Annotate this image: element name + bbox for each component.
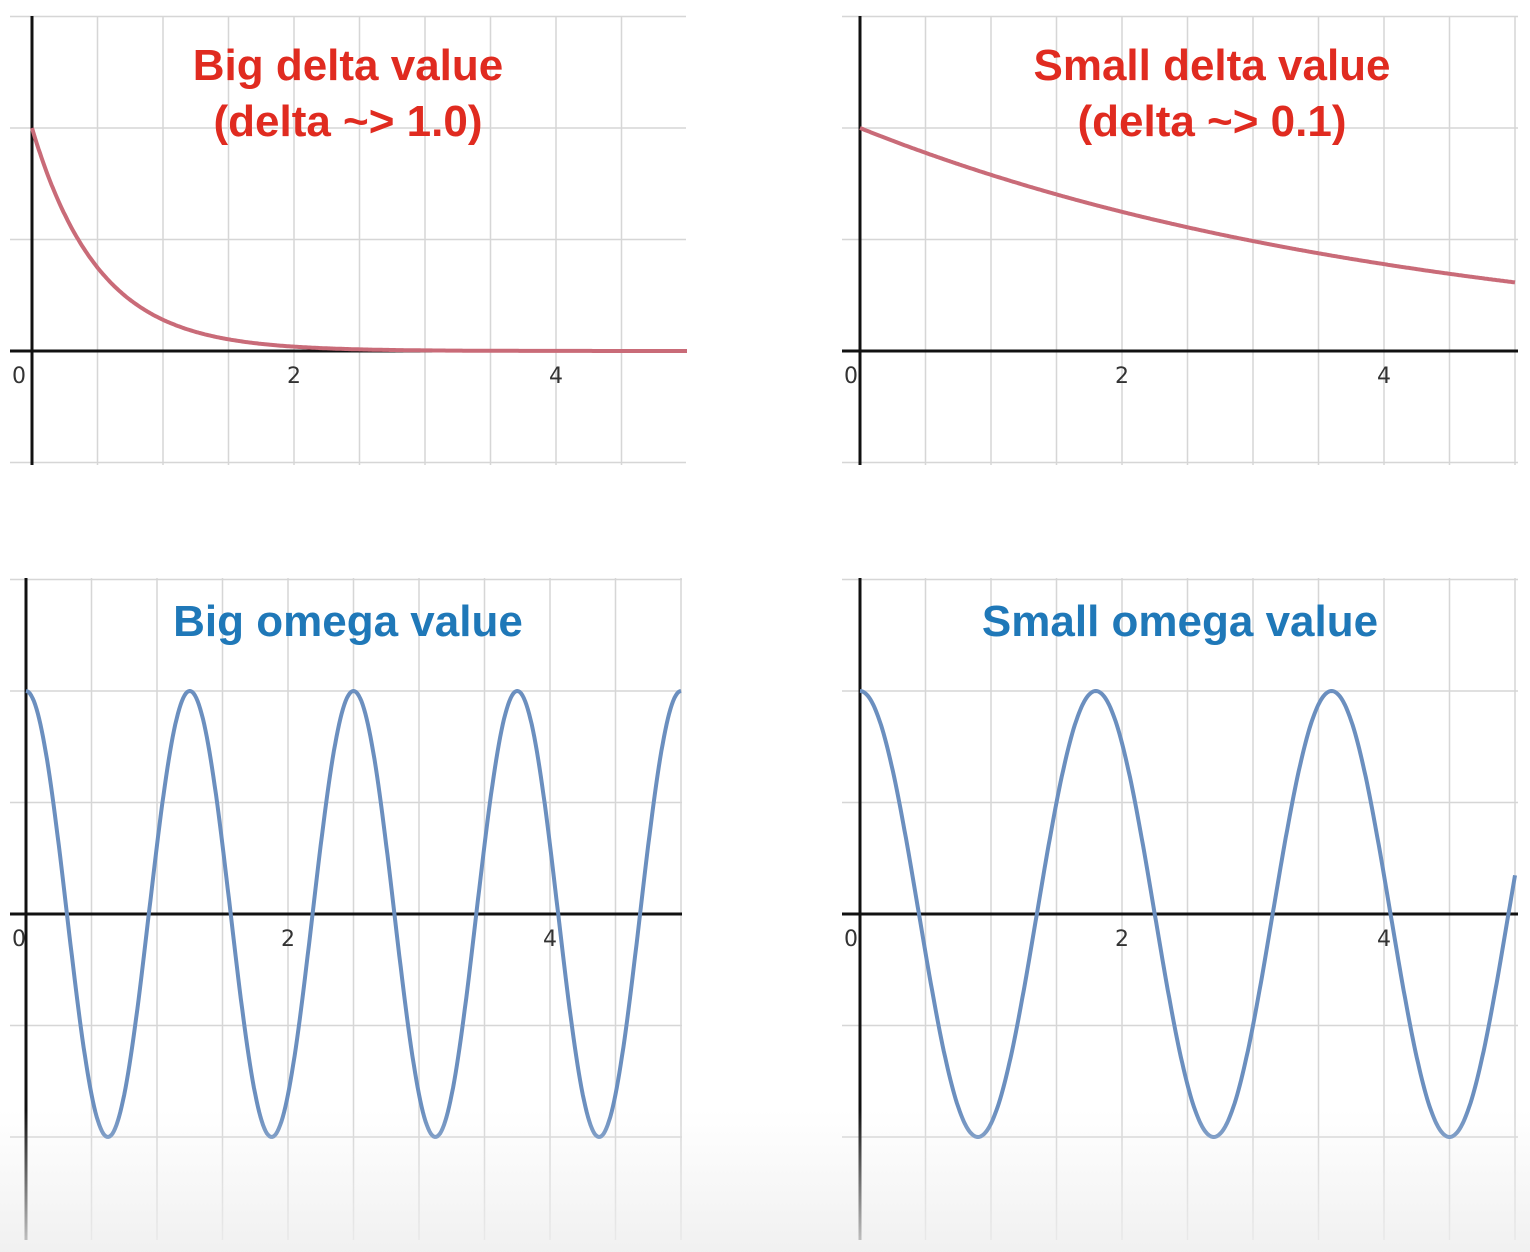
small-omega-grid: [842, 578, 1518, 1240]
small-omega-x-ticks: 0 2 4: [844, 927, 1391, 952]
x-tick-label: 2: [1115, 364, 1129, 389]
x-tick-label: 0: [844, 364, 858, 389]
big-delta-subtitle: (delta ~> 1.0): [213, 97, 482, 146]
small-omega-title: Small omega value: [982, 597, 1378, 646]
small-delta-curve: [859, 126, 1516, 285]
small-delta-subtitle: (delta ~> 0.1): [1077, 97, 1346, 146]
big-delta-title: Big delta value: [193, 41, 504, 90]
small-omega-axes: [842, 578, 1518, 1240]
big-delta-curve: [30, 127, 688, 353]
big-delta-x-ticks: 0 2 4: [12, 364, 563, 389]
big-omega-panel: 0 2 4 Big omega value: [10, 578, 682, 1240]
small-omega-panel: 0 2 4 Small omega value: [842, 578, 1518, 1240]
small-delta-axes: [842, 16, 1518, 465]
big-delta-panel: 0 2 4 Big delta value (delta ~> 1.0): [10, 15, 688, 465]
x-tick-label: 2: [281, 927, 295, 952]
x-tick-label: 4: [1377, 364, 1391, 389]
small-delta-panel: 0 2 4 Small delta value (delta ~> 0.1): [842, 15, 1518, 465]
x-tick-label: 0: [12, 364, 26, 389]
x-tick-label: 4: [543, 927, 557, 952]
x-tick-label: 0: [12, 927, 26, 952]
x-tick-label: 4: [549, 364, 563, 389]
big-omega-axes: [10, 578, 682, 1240]
big-omega-title: Big omega value: [173, 597, 523, 646]
x-tick-label: 2: [287, 364, 301, 389]
x-tick-label: 4: [1377, 927, 1391, 952]
small-delta-title: Small delta value: [1033, 41, 1390, 90]
big-omega-x-ticks: 0 2 4: [12, 927, 557, 952]
big-omega-grid: [10, 578, 682, 1240]
x-tick-label: 0: [844, 927, 858, 952]
small-delta-x-ticks: 0 2 4: [844, 364, 1391, 389]
big-omega-curve: [25, 689, 682, 1139]
x-tick-label: 2: [1115, 927, 1129, 952]
